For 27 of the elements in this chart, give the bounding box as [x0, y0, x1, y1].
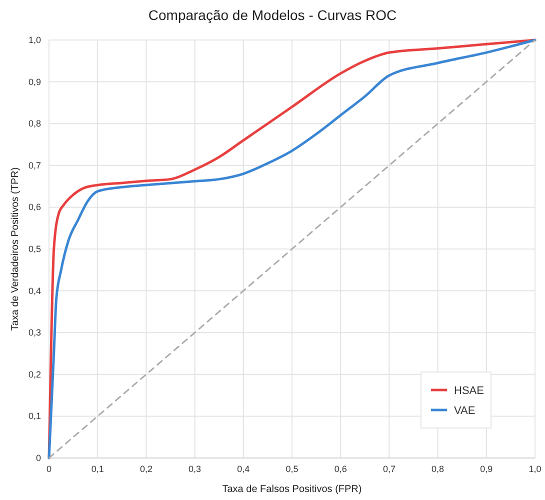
- x-tick-label: 1,0: [528, 464, 542, 474]
- x-axis-title: Taxa de Falsos Positivos (FPR): [222, 484, 362, 495]
- y-tick-label: 0,5: [28, 244, 41, 254]
- x-tick-label: 0,6: [334, 464, 347, 474]
- y-tick-label: 0,1: [28, 411, 41, 422]
- x-tick-label: 0,7: [382, 464, 396, 474]
- x-tick-label: 0,5: [286, 464, 298, 474]
- y-tick-label: 0,7: [28, 160, 41, 170]
- y-tick-label: 0,6: [28, 202, 41, 212]
- x-tick-label: 0: [46, 464, 52, 474]
- legend-label: HSAE: [454, 385, 484, 397]
- x-tick-label: 0,2: [140, 464, 152, 474]
- y-axis-title: Taxa de Verdadeiros Positivos (TPR): [10, 167, 21, 331]
- y-tick-label: 0,4: [28, 286, 41, 296]
- legend-label: VAE: [454, 405, 476, 417]
- y-tick-label: 0,2: [28, 369, 41, 380]
- y-tick-label: 0,3: [28, 328, 41, 338]
- x-tick-label: 0,1: [91, 464, 104, 474]
- y-tick-label: 1,0: [28, 35, 41, 45]
- x-tick-label: 0,8: [432, 464, 444, 474]
- y-tick-label: 0: [36, 453, 41, 463]
- x-tick-label: 0,9: [480, 464, 493, 474]
- y-tick-label: 0,9: [28, 76, 41, 87]
- x-tick-label: 0,4: [237, 464, 250, 474]
- x-tick-label: 0,3: [188, 464, 202, 474]
- chart-title: Comparação de Modelos - Curvas ROC: [148, 7, 397, 23]
- y-tick-label: 0,8: [28, 118, 41, 129]
